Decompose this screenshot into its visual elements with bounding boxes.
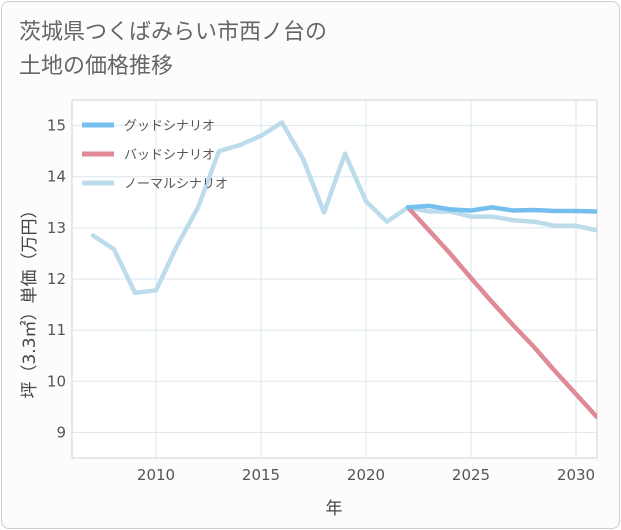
chart-title-line-2: 土地の価格推移 (19, 54, 174, 79)
series-line-bad (405, 205, 597, 420)
x-tick-label: 2020 (347, 466, 385, 484)
series-line-normal (90, 120, 597, 296)
y-tick-label: 11 (47, 321, 66, 339)
x-tick-label: 2025 (452, 466, 490, 484)
legend-label-normal: ノーマルシナリオ (124, 177, 228, 192)
y-tick-label: 9 (56, 423, 66, 441)
y-axis-ticks: 9 10 11 12 13 14 15 (47, 117, 66, 442)
legend-label-good: グッドシナリオ (124, 119, 215, 134)
y-tick-label: 12 (47, 270, 66, 288)
y-tick-label: 15 (47, 117, 66, 135)
legend-label-bad: バッドシナリオ (124, 148, 215, 163)
x-axis-title: 年 (326, 499, 343, 519)
series-line-good (405, 203, 597, 214)
x-tick-label: 2010 (137, 466, 175, 484)
chart-title: 茨城県つくばみらい市西ノ台の 土地の価格推移 (19, 16, 327, 84)
x-tick-label: 2015 (242, 466, 280, 484)
x-tick-label: 2030 (557, 466, 595, 484)
chart-title-line-1: 茨城県つくばみらい市西ノ台の (19, 20, 328, 45)
series-lines (90, 120, 597, 420)
y-tick-label: 10 (47, 372, 66, 390)
x-axis-ticks: 2010 2015 2020 2025 2030 (137, 466, 595, 484)
y-tick-label: 13 (47, 219, 66, 237)
y-axis-title: 坪（3.3㎡）単価（万円） (20, 201, 40, 398)
y-tick-label: 14 (47, 168, 66, 186)
